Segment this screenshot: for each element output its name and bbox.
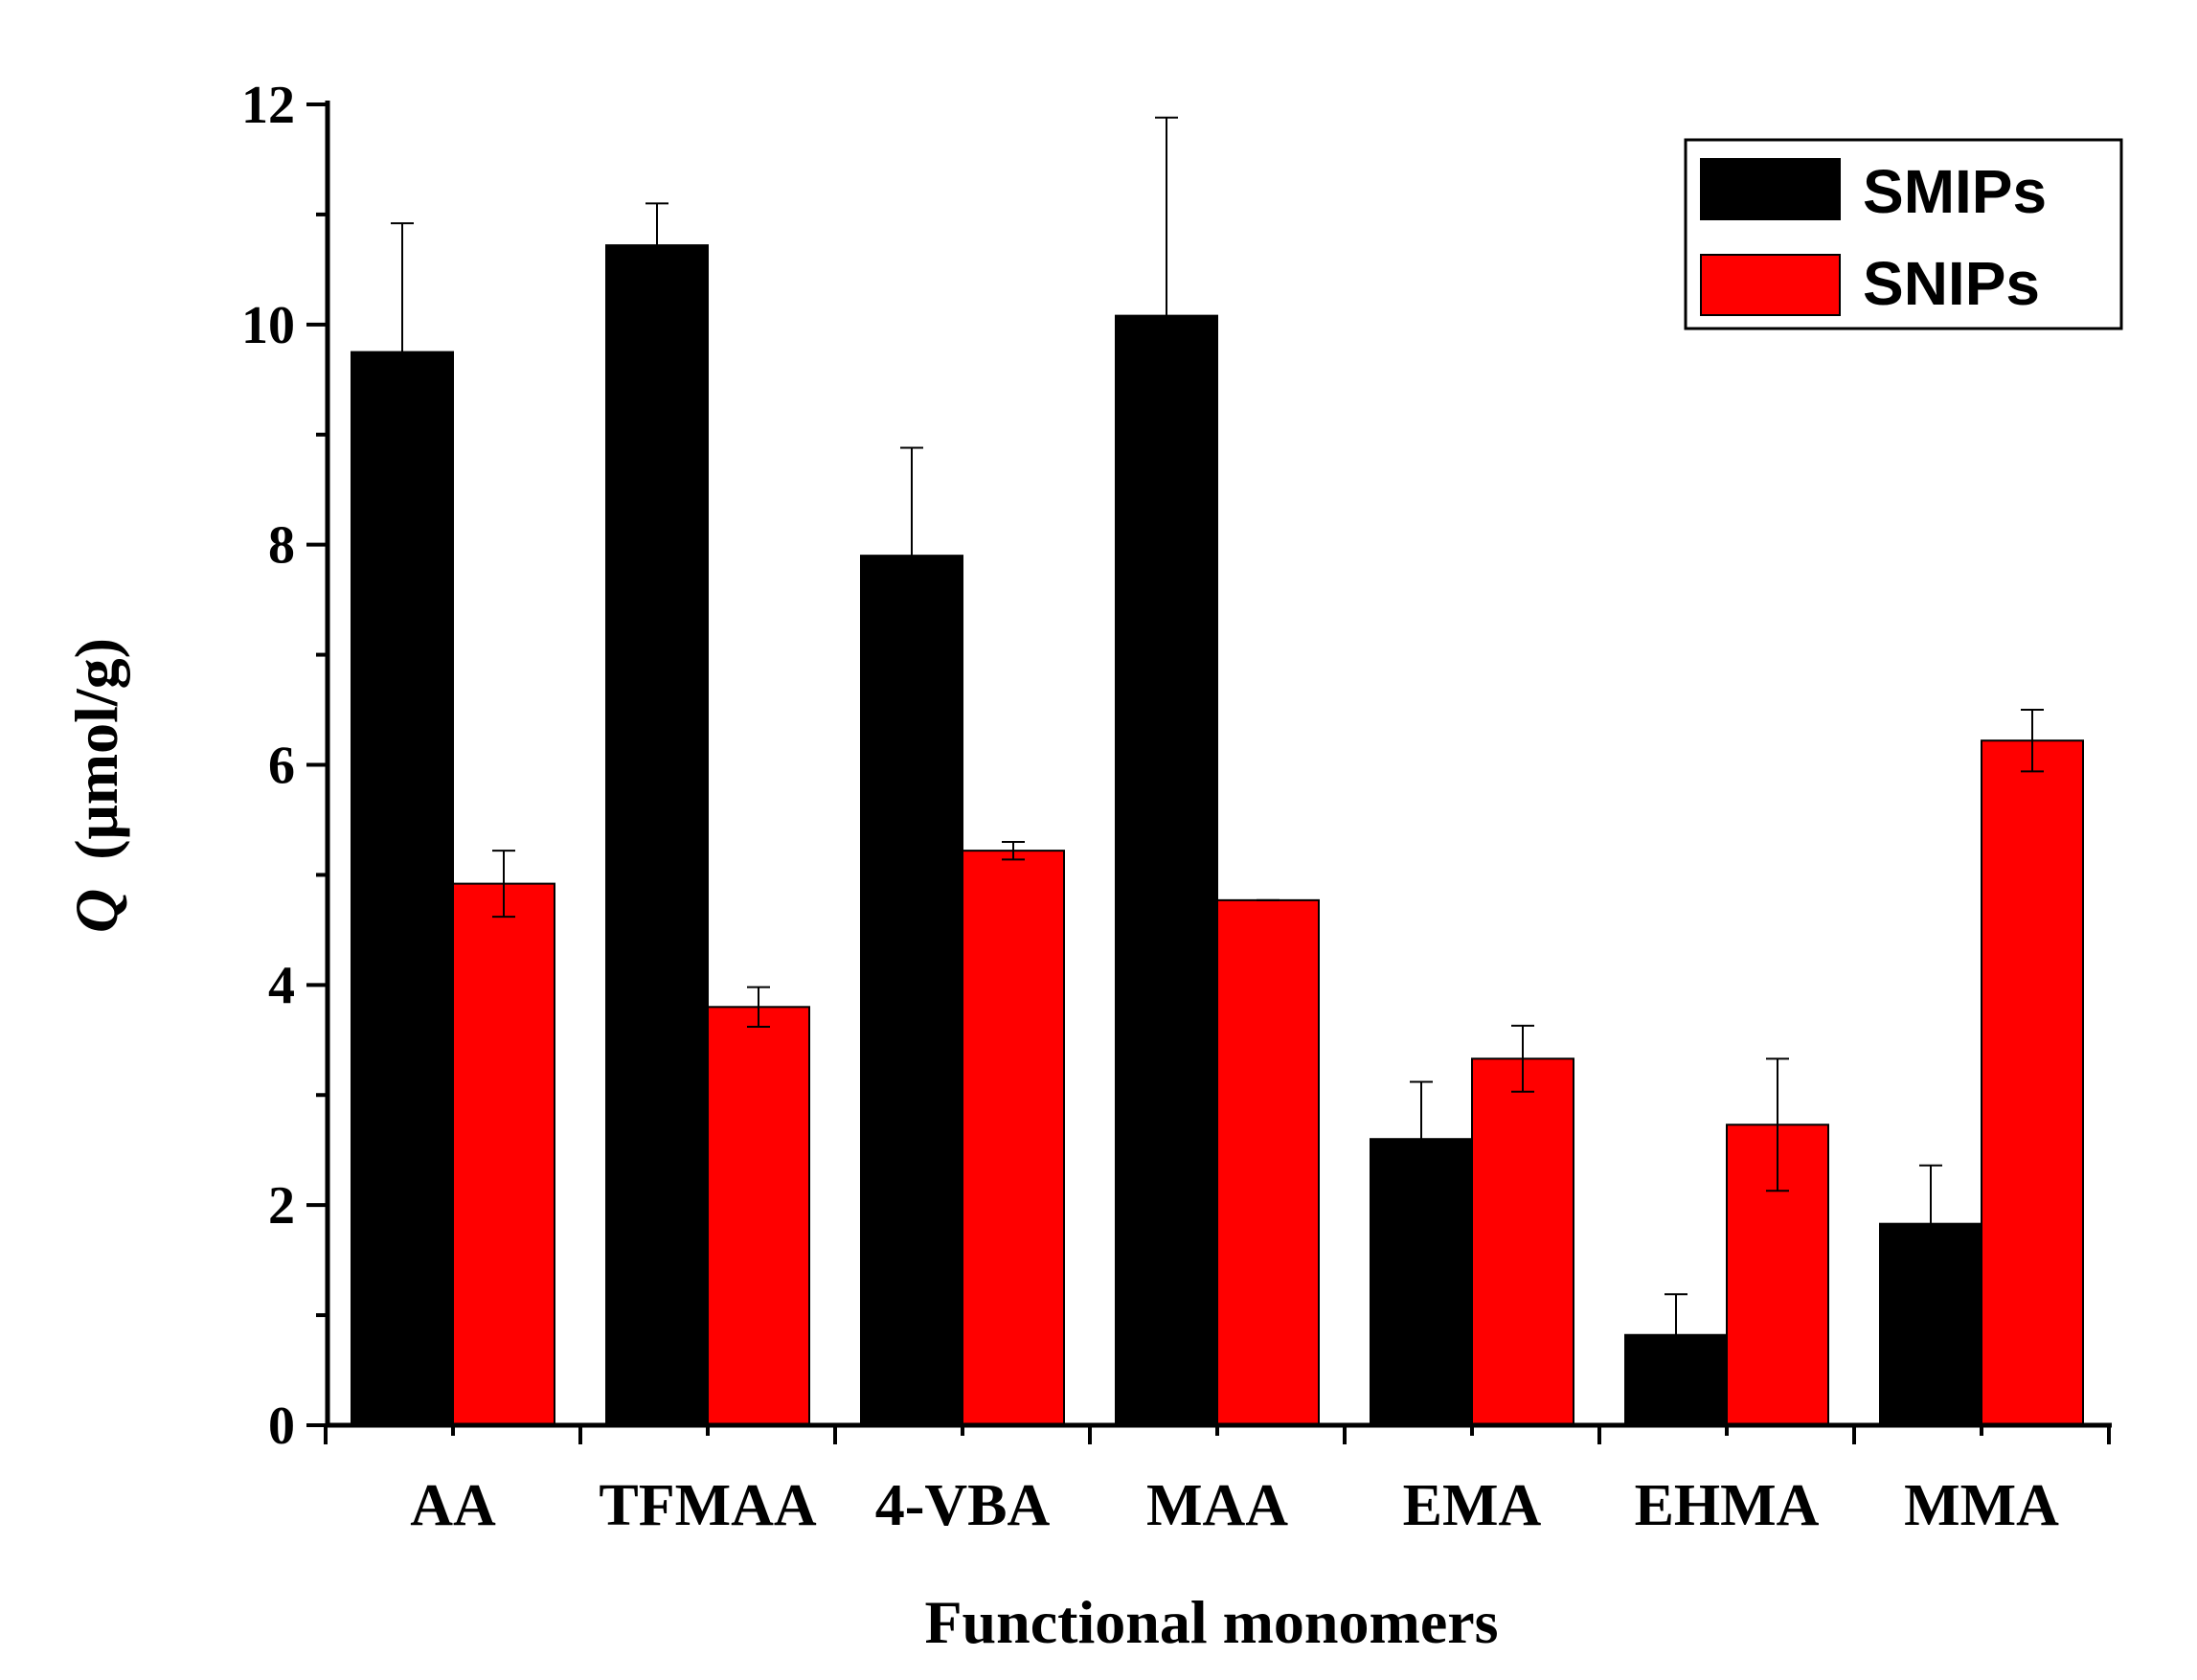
bar-snips-4vba bbox=[962, 850, 1065, 1426]
legend-label-snips: SNIPs bbox=[1863, 249, 2040, 318]
y-axis-symbol: Q bbox=[62, 889, 130, 933]
y-tick-label-12: 12 bbox=[241, 76, 295, 135]
legend-swatch-smips bbox=[1700, 158, 1841, 220]
bar-snips-ema bbox=[1471, 1057, 1574, 1426]
y-axis-unit: (μmol/g) bbox=[62, 638, 130, 860]
y-axis-title: Q (μmol/g) bbox=[62, 638, 130, 933]
x-axis-title: Functional monomers bbox=[924, 1588, 1498, 1656]
legend: SMIPs SNIPs bbox=[1684, 138, 2123, 330]
bar-snips-mma bbox=[1981, 739, 2084, 1426]
bar-smips-4vba bbox=[860, 555, 963, 1426]
y-tick-label-6: 6 bbox=[268, 737, 295, 796]
y-tick-label-0: 0 bbox=[268, 1396, 295, 1456]
axes-layer bbox=[306, 101, 2112, 1444]
x-tick-label-4vba: 4-VBA bbox=[875, 1473, 1051, 1538]
labels-layer: AA TFMAA 4-VBA MAA EMA EHMA MMA 0 2 4 6 8 10 12 bbox=[241, 76, 2059, 1538]
y-tick-label-4: 4 bbox=[268, 956, 295, 1015]
y-tick-label-2: 2 bbox=[268, 1176, 295, 1236]
legend-label-smips: SMIPs bbox=[1863, 157, 2047, 226]
x-tick-label-ehma: EHMA bbox=[1635, 1473, 1820, 1538]
x-tick-label-ema: EMA bbox=[1403, 1473, 1542, 1538]
legend-swatch-snips bbox=[1700, 254, 1841, 316]
x-tick-label-aa: AA bbox=[410, 1473, 496, 1538]
bar-smips-aa bbox=[351, 351, 454, 1426]
bar-smips-tfmaa bbox=[605, 244, 709, 1426]
error-bars-layer bbox=[391, 116, 2044, 1377]
bar-snips-tfmaa bbox=[707, 1006, 810, 1426]
x-tick-label-mma: MMA bbox=[1904, 1473, 2059, 1538]
y-tick-label-8: 8 bbox=[268, 516, 295, 576]
y-tick-label-10: 10 bbox=[241, 296, 295, 355]
bar-snips-maa bbox=[1216, 898, 1320, 1426]
bar-snips-aa bbox=[452, 882, 555, 1426]
x-tick-label-tfmaa: TFMAA bbox=[599, 1473, 817, 1538]
x-tick-label-maa: MAA bbox=[1146, 1473, 1288, 1538]
